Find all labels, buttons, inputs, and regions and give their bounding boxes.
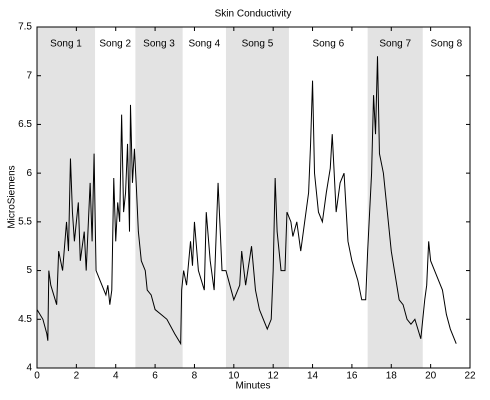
y-tick-label: 5 <box>26 265 32 276</box>
song-label: Song 8 <box>431 39 463 50</box>
song-band <box>37 27 96 368</box>
x-axis-label: Minutes <box>235 381 270 392</box>
song-band <box>135 27 183 368</box>
x-tick-label: 10 <box>228 371 240 382</box>
chart-title: Skin Conductivity <box>215 9 292 20</box>
song-label: Song 1 <box>50 39 82 50</box>
y-tick-label: 7.5 <box>18 22 32 33</box>
y-tick-label: 6 <box>26 168 32 179</box>
x-tick-label: 20 <box>425 371 437 382</box>
x-tick-label: 22 <box>464 371 476 382</box>
x-tick-label: 16 <box>346 371 358 382</box>
x-tick-label: 4 <box>113 371 119 382</box>
x-tick-label: 0 <box>34 371 40 382</box>
y-tick-label: 4 <box>26 363 32 374</box>
x-tick-label: 2 <box>74 371 80 382</box>
x-tick-label: 8 <box>192 371 198 382</box>
song-band <box>225 27 289 368</box>
song-label: Song 3 <box>143 39 175 50</box>
song-band <box>367 27 423 368</box>
song-label: Song 7 <box>379 39 411 50</box>
song-label: Song 4 <box>188 39 220 50</box>
y-tick-label: 5.5 <box>18 216 32 227</box>
y-axis-label: MicroSiemens <box>7 165 18 228</box>
y-tick-label: 7 <box>26 70 32 81</box>
y-tick-label: 6.5 <box>18 119 32 130</box>
x-tick-label: 18 <box>386 371 398 382</box>
x-tick-label: 12 <box>268 371 280 382</box>
song-label: Song 5 <box>242 39 274 50</box>
x-tick-label: 14 <box>307 371 319 382</box>
x-tick-label: 6 <box>152 371 158 382</box>
data-line <box>36 56 457 346</box>
y-tick-label: 4.5 <box>18 314 32 325</box>
song-label: Song 6 <box>312 39 344 50</box>
axes-box <box>36 26 471 369</box>
song-label: Song 2 <box>99 39 131 50</box>
